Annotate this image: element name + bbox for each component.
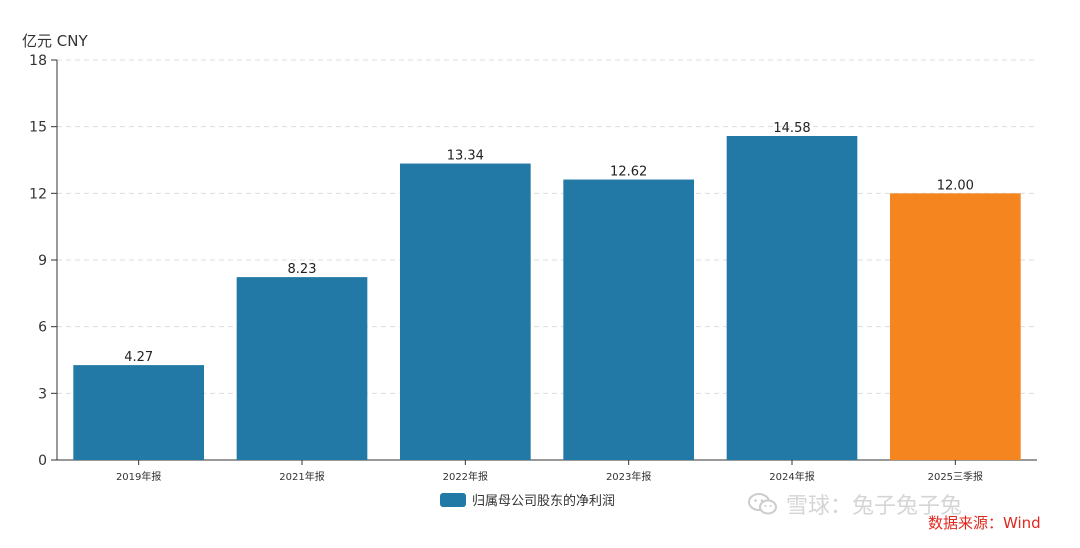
bar[interactable]	[236, 277, 368, 460]
bar-value-label: 12.62	[610, 165, 647, 180]
bar-value-label: 4.27	[124, 350, 153, 365]
y-axis-unit-label: 亿元 CNY	[22, 32, 88, 50]
bar-value-label: 8.23	[288, 262, 317, 277]
x-tick-label: 2021年报	[279, 470, 324, 483]
data-labels: 4.27 8.23 13.34 12.62 14.58 12.00	[124, 121, 974, 365]
y-tick-label: 3	[38, 386, 47, 402]
y-tick-label: 15	[29, 120, 47, 136]
wechat-icon	[748, 493, 777, 515]
legend-label: 归属母公司股东的净利润	[472, 494, 616, 509]
x-tick-label: 2023年报	[606, 470, 651, 483]
y-tick-label: 6	[38, 320, 47, 336]
bar[interactable]	[73, 365, 204, 460]
bars	[73, 136, 1021, 461]
y-tick-label: 12	[29, 186, 47, 202]
watermark: 雪球：兔子兔子兔	[748, 488, 962, 520]
bar[interactable]	[400, 163, 531, 461]
y-tick-label: 9	[38, 253, 47, 269]
x-tick-label: 2025三季报	[928, 470, 983, 483]
bar[interactable]	[563, 179, 694, 461]
data-source-note: 数据来源：Wind	[928, 514, 1041, 532]
bar-value-label: 13.34	[447, 149, 484, 164]
x-tick-label: 2022年报	[443, 470, 488, 483]
bar[interactable]	[890, 193, 1021, 461]
bar[interactable]	[726, 136, 858, 460]
bar-value-label: 14.58	[773, 121, 810, 136]
legend-swatch	[440, 492, 466, 507]
x-tick-label: 2024年报	[769, 470, 814, 483]
gridlines	[57, 59, 1037, 394]
axes: 0 3 6 9 12 15 18 2019年报 2021年报 2022年报 2023年报 2024年报…	[29, 53, 1037, 483]
y-tick-label: 18	[29, 53, 47, 69]
x-tick-label: 2019年报	[116, 470, 161, 483]
y-tick-label: 0	[38, 453, 47, 469]
legend[interactable]: 归属母公司股东的净利润	[440, 490, 615, 509]
watermark-text: 雪球：兔子兔子兔	[786, 494, 963, 519]
bar-value-label: 12.00	[937, 178, 974, 193]
